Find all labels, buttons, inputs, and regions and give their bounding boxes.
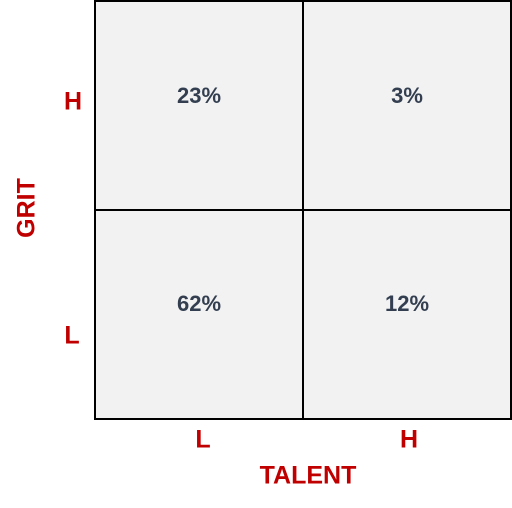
cell bbox=[94, 209, 304, 420]
y-axis-label: H bbox=[64, 88, 82, 116]
cell bbox=[302, 209, 512, 420]
cell-value: 3% bbox=[391, 83, 423, 108]
y-axis-label: L bbox=[64, 322, 79, 350]
cell-value: 23% bbox=[177, 83, 221, 108]
cell bbox=[94, 0, 304, 211]
y-axis-title: GRIT bbox=[13, 178, 41, 238]
cell bbox=[302, 0, 512, 211]
x-axis-label: L bbox=[195, 426, 210, 454]
cell-value: 62% bbox=[177, 291, 221, 316]
x-axis-label: H bbox=[400, 426, 418, 454]
cell-value: 12% bbox=[385, 291, 429, 316]
x-axis-title: TALENT bbox=[260, 462, 357, 490]
